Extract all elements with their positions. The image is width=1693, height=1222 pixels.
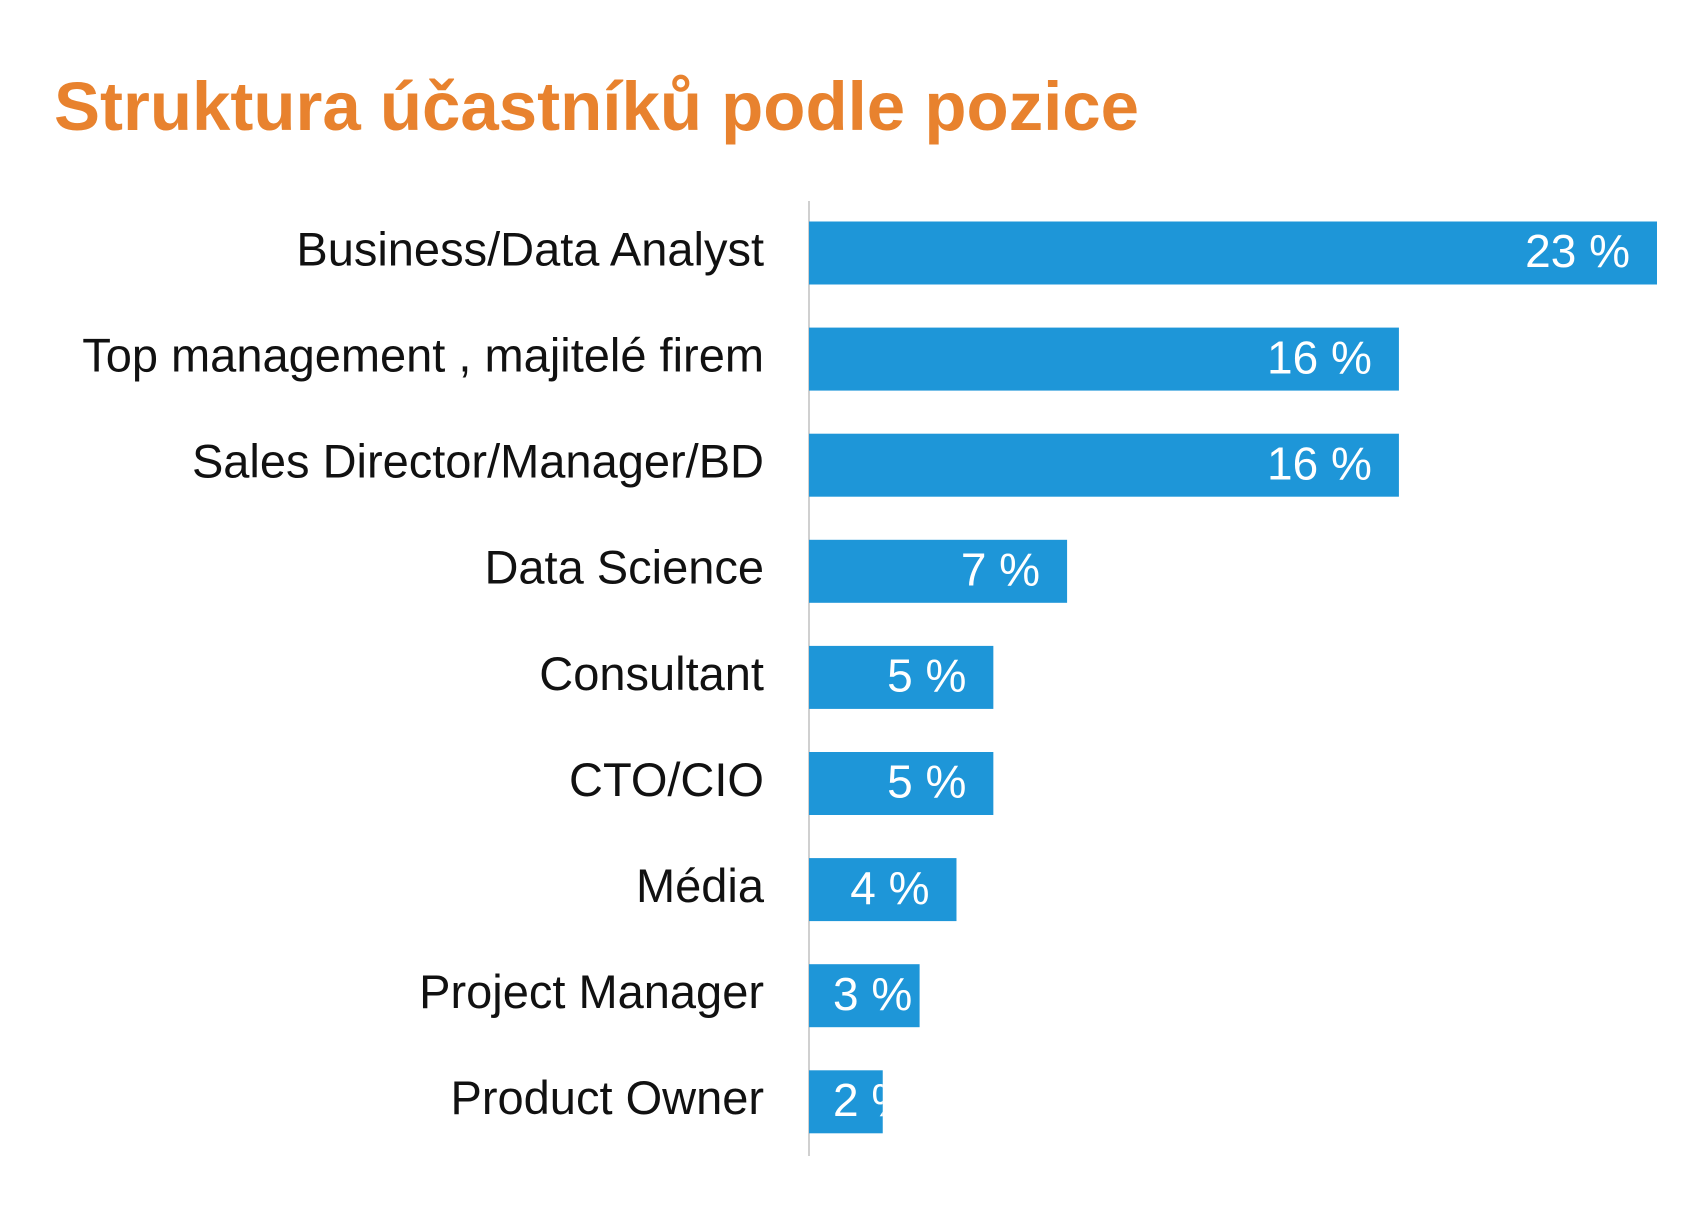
value-label: 5 % xyxy=(887,756,966,808)
bar xyxy=(809,1070,883,1134)
category-label: Média xyxy=(636,859,765,912)
bar xyxy=(809,964,920,1028)
bar xyxy=(809,858,957,922)
bar xyxy=(809,539,1068,603)
category-label: Sales Director/Manager/BD xyxy=(192,435,764,488)
value-label: 3 % xyxy=(833,968,912,1020)
category-label: Data Science xyxy=(484,541,764,594)
category-label: Consultant xyxy=(539,647,764,700)
value-label: 23 % xyxy=(1525,225,1630,277)
bar xyxy=(809,645,994,709)
category-label: Top management , majitelé firem xyxy=(82,329,764,382)
value-label: 5 % xyxy=(887,650,966,702)
value-label: 16 % xyxy=(1267,331,1372,383)
value-label: 4 % xyxy=(850,862,929,914)
value-label: 16 % xyxy=(1267,437,1372,489)
bar xyxy=(809,221,1657,285)
bar xyxy=(809,433,1399,497)
bar xyxy=(809,327,1399,391)
bar xyxy=(809,752,994,815)
chart-title: Struktura účastníků podle pozice xyxy=(54,68,1139,145)
category-label: Project Manager xyxy=(419,965,764,1018)
value-label: 7 % xyxy=(961,543,1040,595)
category-label: CTO/CIO xyxy=(569,753,764,806)
value-label: 2 % xyxy=(833,1074,912,1126)
category-label: Product Owner xyxy=(451,1071,764,1124)
category-label: Business/Data Analyst xyxy=(296,222,764,275)
